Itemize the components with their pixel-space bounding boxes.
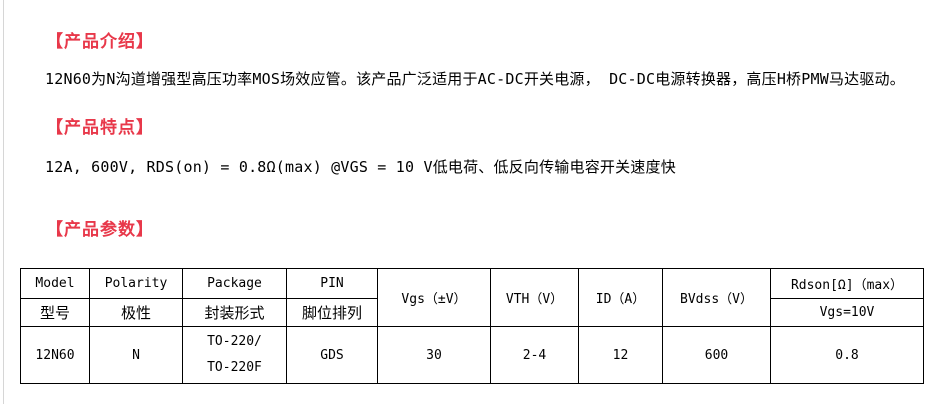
header-vth: VTH（V） — [490, 268, 579, 327]
page-left-rule — [3, 0, 4, 404]
cell-id: 12 — [578, 326, 663, 384]
header-polarity-cn: 极性 — [89, 298, 183, 327]
header-bvdss: BVdss（V） — [662, 268, 771, 327]
intro-paragraph: 12N60为N沟道增强型高压功率MOS场效应管。该产品广泛适用于AC-DC开关电… — [45, 70, 905, 88]
header-rdson: Rdson[Ω]（max） — [770, 268, 924, 299]
header-model-en: Model — [20, 268, 90, 299]
cell-polarity: N — [89, 326, 183, 384]
header-polarity-en: Polarity — [89, 268, 183, 299]
section-heading-parameters: 【产品参数】 — [46, 220, 154, 240]
cell-package: TO-220/ TO-220F — [182, 326, 287, 384]
parameters-table: Model Polarity Package PIN Vgs（±V） VTH（V… — [20, 268, 924, 384]
cell-bvdss: 600 — [662, 326, 771, 384]
cell-rdson: 0.8 — [770, 326, 924, 384]
header-model-cn: 型号 — [20, 298, 90, 327]
header-package-en: Package — [182, 268, 287, 299]
header-package-cn: 封装形式 — [182, 298, 287, 327]
cell-vgs: 30 — [377, 326, 491, 384]
features-paragraph: 12A, 600V, RDS(on) = 0.8Ω(max) @VGS = 10… — [45, 158, 676, 176]
header-vgs: Vgs（±V） — [377, 268, 491, 327]
header-pin-en: PIN — [286, 268, 378, 299]
cell-vth: 2-4 — [490, 326, 579, 384]
header-rdson-condition: Vgs=10V — [770, 298, 924, 327]
cell-package-line1: TO-220/ — [207, 334, 262, 349]
section-heading-intro: 【产品介绍】 — [46, 32, 154, 52]
cell-pin: GDS — [286, 326, 378, 384]
cell-package-line2: TO-220F — [207, 360, 262, 375]
cell-model: 12N60 — [20, 326, 90, 384]
header-pin-cn: 脚位排列 — [286, 298, 378, 327]
section-heading-features: 【产品特点】 — [46, 118, 154, 138]
header-id: ID（A） — [578, 268, 663, 327]
